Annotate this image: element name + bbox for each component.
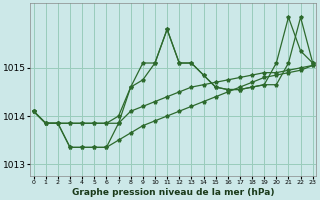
X-axis label: Graphe pression niveau de la mer (hPa): Graphe pression niveau de la mer (hPa) bbox=[72, 188, 275, 197]
